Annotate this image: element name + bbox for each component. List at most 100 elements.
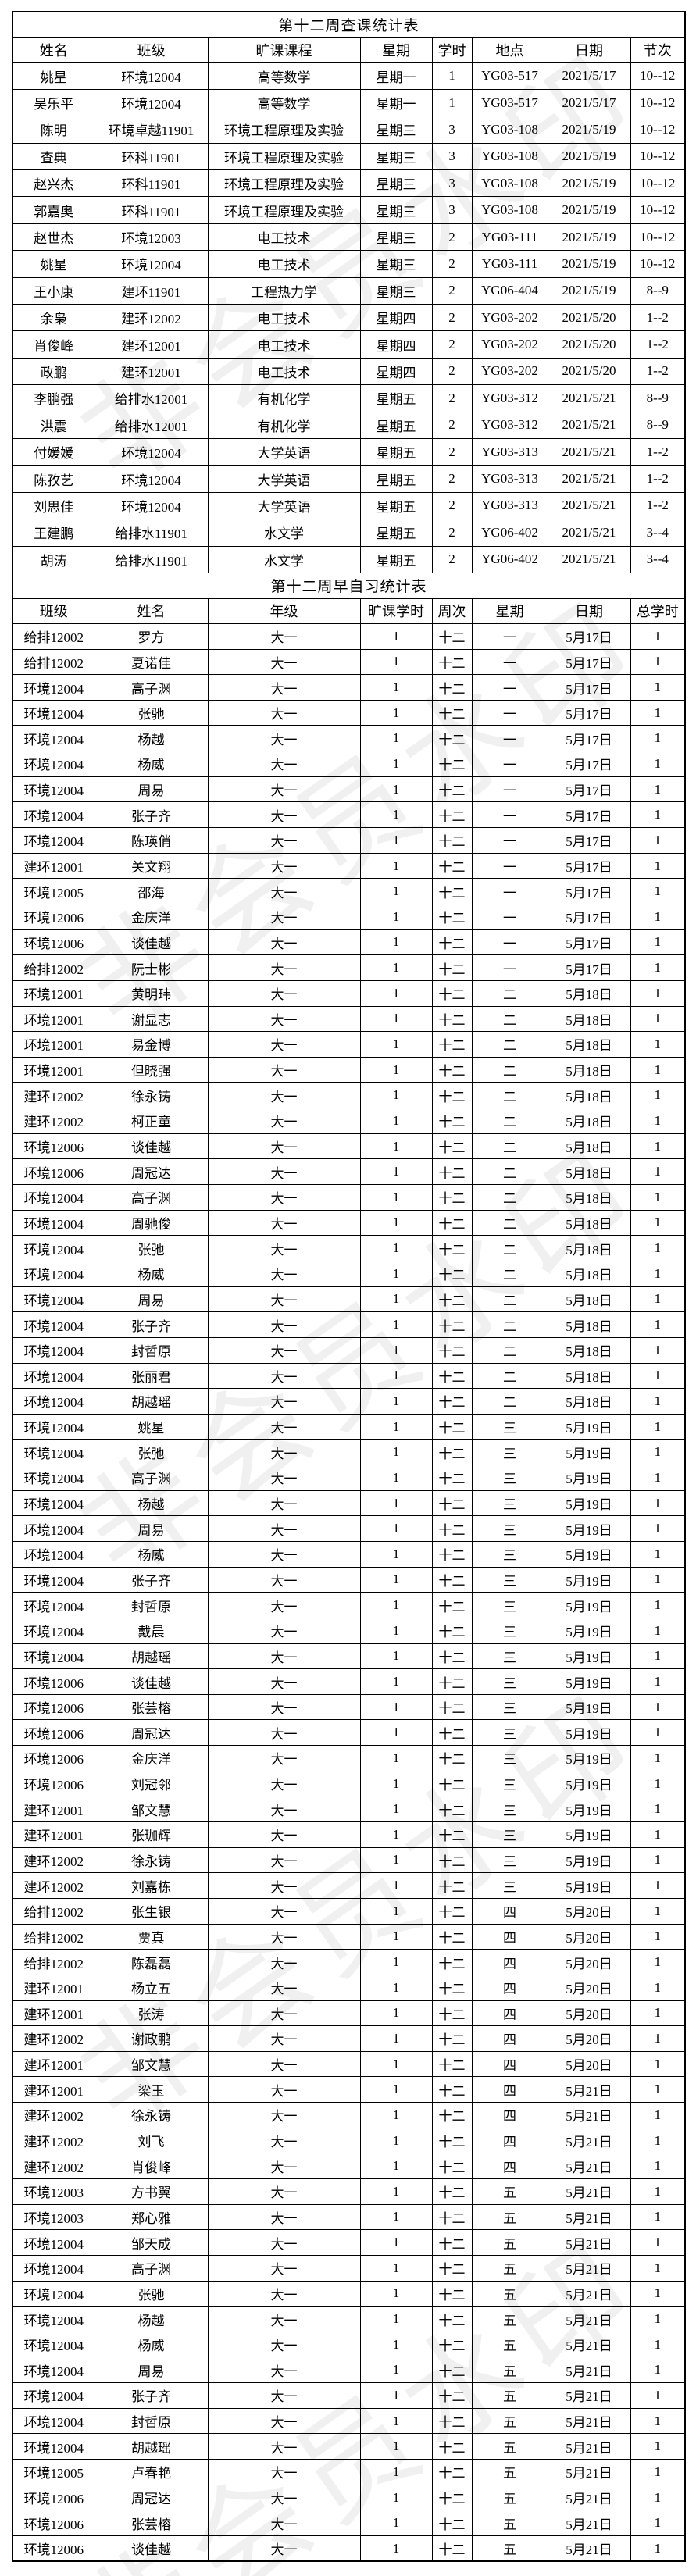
cell: 大一 xyxy=(207,776,361,803)
cell: 5月21日 xyxy=(547,2331,631,2358)
cell: 5月21日 xyxy=(547,2254,631,2282)
cell: 给排水12001 xyxy=(94,384,209,412)
cell: 1 xyxy=(359,2306,433,2332)
table-row: 建环12002 柯正童 大一 1 十二二 5月18日 1 xyxy=(12,1108,686,1134)
cell: 大一 xyxy=(207,801,361,829)
cell: 星期三 xyxy=(359,169,433,198)
cell: 1 xyxy=(359,1643,433,1670)
cell: 大一 xyxy=(207,979,361,1007)
table-row: 环境12001 但晓强 大一 1 十二二 5月18日 1 xyxy=(12,1056,686,1083)
cell: 高子渊 xyxy=(94,674,209,701)
cell: 1 xyxy=(359,2229,433,2256)
cell: 10--12 xyxy=(630,223,686,252)
cell: 1 xyxy=(630,1974,686,2001)
cell: 10--12 xyxy=(630,116,686,144)
table-row: 环境12004 张丽君 大一 1 十二二 5月18日 1 xyxy=(12,1362,686,1390)
cell: 建环12002 xyxy=(12,1846,95,1874)
table-row: 环境12004 封哲原 大一 1 十二五 5月21日 1 xyxy=(12,2407,686,2435)
cell: 邹文慧 xyxy=(94,2050,209,2078)
cell: 1 xyxy=(359,2484,433,2511)
cell: 十二 xyxy=(431,929,473,956)
cell: 1 xyxy=(630,776,686,803)
cell: 大一 xyxy=(207,699,361,726)
cell: 2021/5/21 xyxy=(547,465,631,493)
cell: 5月18日 xyxy=(547,1286,631,1313)
cell: 1 xyxy=(630,1311,686,1338)
table-row: 环境12004 杨越 大一 1 十二一 5月17日 1 xyxy=(12,725,686,752)
cell: 1 xyxy=(359,2178,433,2205)
cell: 建环12002 xyxy=(12,2153,95,2179)
cell: 徐永铸 xyxy=(94,2102,209,2128)
cell: 1 xyxy=(359,725,433,752)
cell: YG03-313 xyxy=(471,491,548,520)
cell: 十二 xyxy=(431,1490,473,1517)
cell: 给排12002 xyxy=(12,1897,95,1925)
cell: 1 xyxy=(630,1719,686,1746)
cell: 一 xyxy=(471,929,548,956)
cell: 四 xyxy=(471,1897,548,1925)
cell: 十二 xyxy=(431,2331,473,2358)
table-row: 姚星 环境12004 电工技术 星期三 2 YG03-111 2021/5/19 10--12 xyxy=(12,250,686,278)
cell: 十二 xyxy=(431,1082,473,1109)
table-row: 环境12004 杨威 大一 1 十二三 5月19日 1 xyxy=(12,1540,686,1568)
cell: 2 xyxy=(431,465,473,493)
cell: 1 xyxy=(630,1949,686,1975)
cell: 5月19日 xyxy=(547,1693,631,1721)
table-row: 环境12004 张驰 大一 1 十二一 5月17日 1 xyxy=(12,699,686,726)
cell: 1 xyxy=(359,1770,433,1797)
cell: 郭嘉奥 xyxy=(12,196,95,224)
cell: 环境工程原理及实验 xyxy=(207,169,361,198)
cell: 一 xyxy=(471,903,548,930)
cell: 二 xyxy=(471,1362,548,1390)
cell: 1 xyxy=(359,1515,433,1542)
cell: 1 xyxy=(630,1617,686,1644)
cell: 杨越 xyxy=(94,1490,209,1517)
cell: 建环12002 xyxy=(12,1082,95,1109)
cell: 环境12004 xyxy=(12,2280,95,2307)
cell: 环境12004 xyxy=(12,1540,95,1568)
cell: 5月17日 xyxy=(547,751,631,777)
cell: 十二 xyxy=(431,2178,473,2205)
cell: 十二 xyxy=(431,776,473,803)
cell: 周易 xyxy=(94,1286,209,1313)
cell: 5月19日 xyxy=(547,1846,631,1874)
cell: 1 xyxy=(630,2076,686,2103)
cell: 大一 xyxy=(207,1413,361,1440)
cell: 环境12004 xyxy=(94,250,209,278)
cell: 但晓强 xyxy=(94,1056,209,1083)
cell: 一 xyxy=(471,954,548,981)
cell: 1 xyxy=(359,1056,433,1083)
cell: 5月19日 xyxy=(547,1566,631,1593)
cell: 水文学 xyxy=(207,519,361,547)
cell: 1 xyxy=(359,827,433,854)
cell: 星期三 xyxy=(359,116,433,144)
cell: 三 xyxy=(471,1643,548,1670)
cell: 杨威 xyxy=(94,1260,209,1287)
cell: 大一 xyxy=(207,2535,361,2562)
cell: 十二 xyxy=(431,1668,473,1695)
cell: 环境12004 xyxy=(94,465,209,493)
table-row: 环境12004 张驰 大一 1 十二五 5月21日 1 xyxy=(12,2280,686,2307)
cell: 5月18日 xyxy=(547,1336,631,1364)
cell: 五 xyxy=(471,2254,548,2282)
cell: 5月18日 xyxy=(547,1031,631,1058)
cell: 四 xyxy=(471,2153,548,2179)
cell: 5月17日 xyxy=(547,648,631,676)
cell: YG03-108 xyxy=(471,169,548,198)
cell: 郑心雅 xyxy=(94,2203,209,2231)
cell: 三 xyxy=(471,1693,548,1721)
cell: 杨威 xyxy=(94,2331,209,2358)
cell: 5月17日 xyxy=(547,903,631,930)
cell: 建环12002 xyxy=(94,304,209,332)
column-header: 星期 xyxy=(359,37,433,63)
table-row: 余枭 建环12002 电工技术 星期四 2 YG03-202 2021/5/20 1--2 xyxy=(12,304,686,332)
cell: 大学英语 xyxy=(207,465,361,493)
cell: 2021/5/19 xyxy=(547,116,631,144)
table-row: 王小康 建环11901 工程热力学 星期三 2 YG06-404 2021/5/19 8--9 xyxy=(12,277,686,305)
cell: 大一 xyxy=(207,929,361,956)
cell: 2021/5/19 xyxy=(547,142,631,171)
cell: 十二 xyxy=(431,2306,473,2332)
cell: 梁玉 xyxy=(94,2076,209,2103)
cell: 2021/5/19 xyxy=(547,250,631,278)
cell: 五 xyxy=(471,2382,548,2409)
